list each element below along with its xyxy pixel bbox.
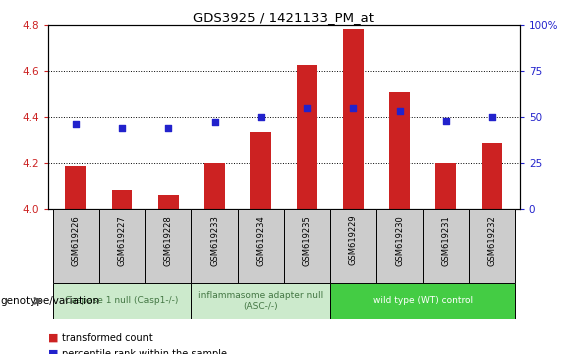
Text: GSM619226: GSM619226: [71, 215, 80, 266]
Bar: [145, 209, 192, 283]
Text: inflammasome adapter null
(ASC-/-): inflammasome adapter null (ASC-/-): [198, 291, 323, 310]
Point: [441, 118, 450, 123]
Point: [488, 114, 497, 120]
Text: wild type (WT) control: wild type (WT) control: [372, 296, 473, 306]
Bar: [376, 209, 423, 283]
Point: [349, 105, 358, 110]
Point: [395, 108, 404, 114]
Text: GSM619234: GSM619234: [257, 215, 266, 266]
Bar: [204, 163, 225, 209]
Text: GSM619230: GSM619230: [395, 215, 404, 266]
Text: genotype/variation: genotype/variation: [0, 296, 99, 306]
Bar: [66, 166, 86, 209]
Bar: [481, 143, 502, 209]
Text: GSM619228: GSM619228: [164, 215, 173, 266]
Bar: [112, 190, 132, 209]
Bar: [330, 209, 376, 283]
Text: GSM619232: GSM619232: [488, 215, 497, 266]
Text: GSM619229: GSM619229: [349, 215, 358, 266]
Bar: [284, 209, 330, 283]
Bar: [436, 163, 456, 209]
Text: Caspase 1 null (Casp1-/-): Caspase 1 null (Casp1-/-): [66, 296, 179, 306]
Text: transformed count: transformed count: [62, 333, 153, 343]
Text: GSM619231: GSM619231: [441, 215, 450, 266]
Point: [118, 125, 127, 131]
Point: [210, 120, 219, 125]
Bar: [238, 209, 284, 283]
Bar: [389, 92, 410, 209]
Point: [302, 105, 311, 110]
Text: GSM619233: GSM619233: [210, 215, 219, 266]
Text: GSM619227: GSM619227: [118, 215, 127, 266]
Text: percentile rank within the sample: percentile rank within the sample: [62, 349, 227, 354]
Title: GDS3925 / 1421133_PM_at: GDS3925 / 1421133_PM_at: [193, 11, 375, 24]
Text: ■: ■: [48, 333, 59, 343]
Bar: [297, 65, 318, 209]
Bar: [343, 29, 364, 209]
Bar: [53, 209, 99, 283]
Text: ■: ■: [48, 349, 59, 354]
Bar: [192, 283, 330, 319]
Bar: [330, 283, 515, 319]
Point: [257, 114, 266, 120]
Bar: [53, 283, 192, 319]
Bar: [192, 209, 238, 283]
Bar: [158, 195, 179, 209]
Point: [71, 121, 80, 127]
Bar: [250, 132, 271, 209]
Bar: [469, 209, 515, 283]
Bar: [423, 209, 469, 283]
Point: [164, 125, 173, 131]
Bar: [99, 209, 145, 283]
Text: GSM619235: GSM619235: [302, 215, 311, 266]
